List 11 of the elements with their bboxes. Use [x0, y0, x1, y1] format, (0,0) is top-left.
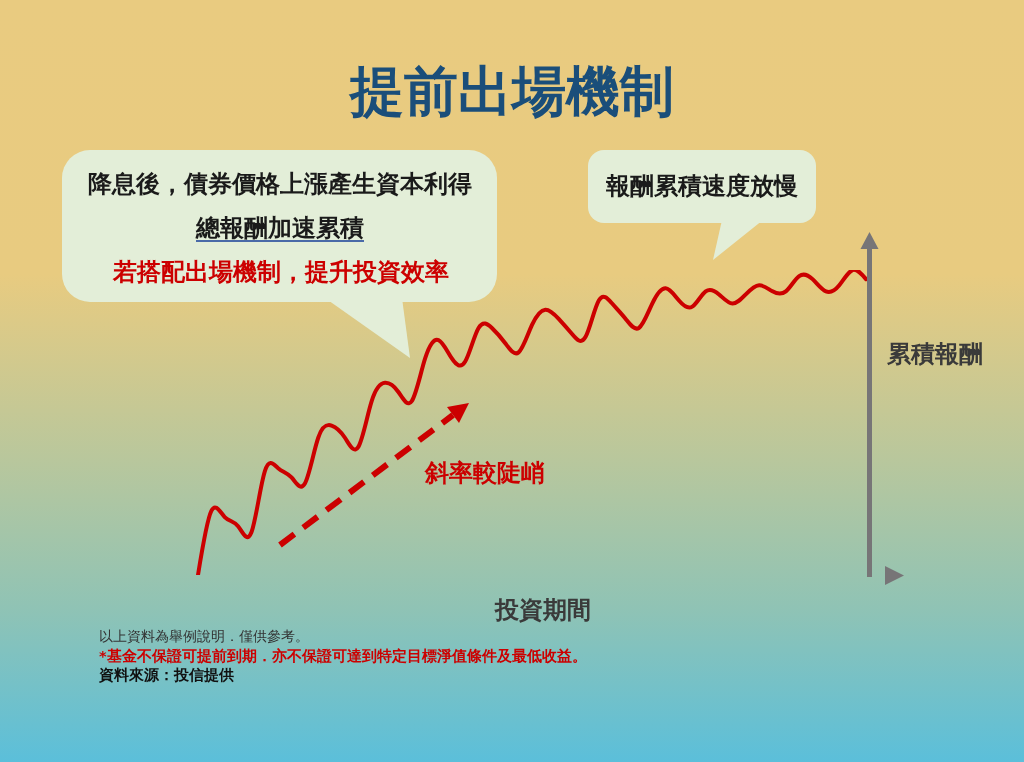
text: 以上資料為舉例說明．僅供參考。 [99, 628, 309, 644]
x-axis-title: 投資期間 [493, 596, 592, 624]
chart-title: 提前出場機制 [348, 60, 675, 123]
annotation: 若搭配出場機制，提升投資效率 [112, 258, 450, 286]
text: *基金不保證可提前到期．亦不保證可達到特定目標淨值條件及最低收益。 [99, 648, 587, 664]
text: 降息後，債券價格上漲產生資本利得 [87, 170, 473, 198]
annotation: 斜率較陡峭 [423, 459, 546, 487]
source-note: 資料來源：投信提供 [99, 667, 234, 683]
y-axis-title: 累積報酬 [887, 340, 983, 368]
text: 報酬累積速度放慢 [606, 172, 798, 200]
text: 總報酬加速累積 [194, 214, 365, 244]
